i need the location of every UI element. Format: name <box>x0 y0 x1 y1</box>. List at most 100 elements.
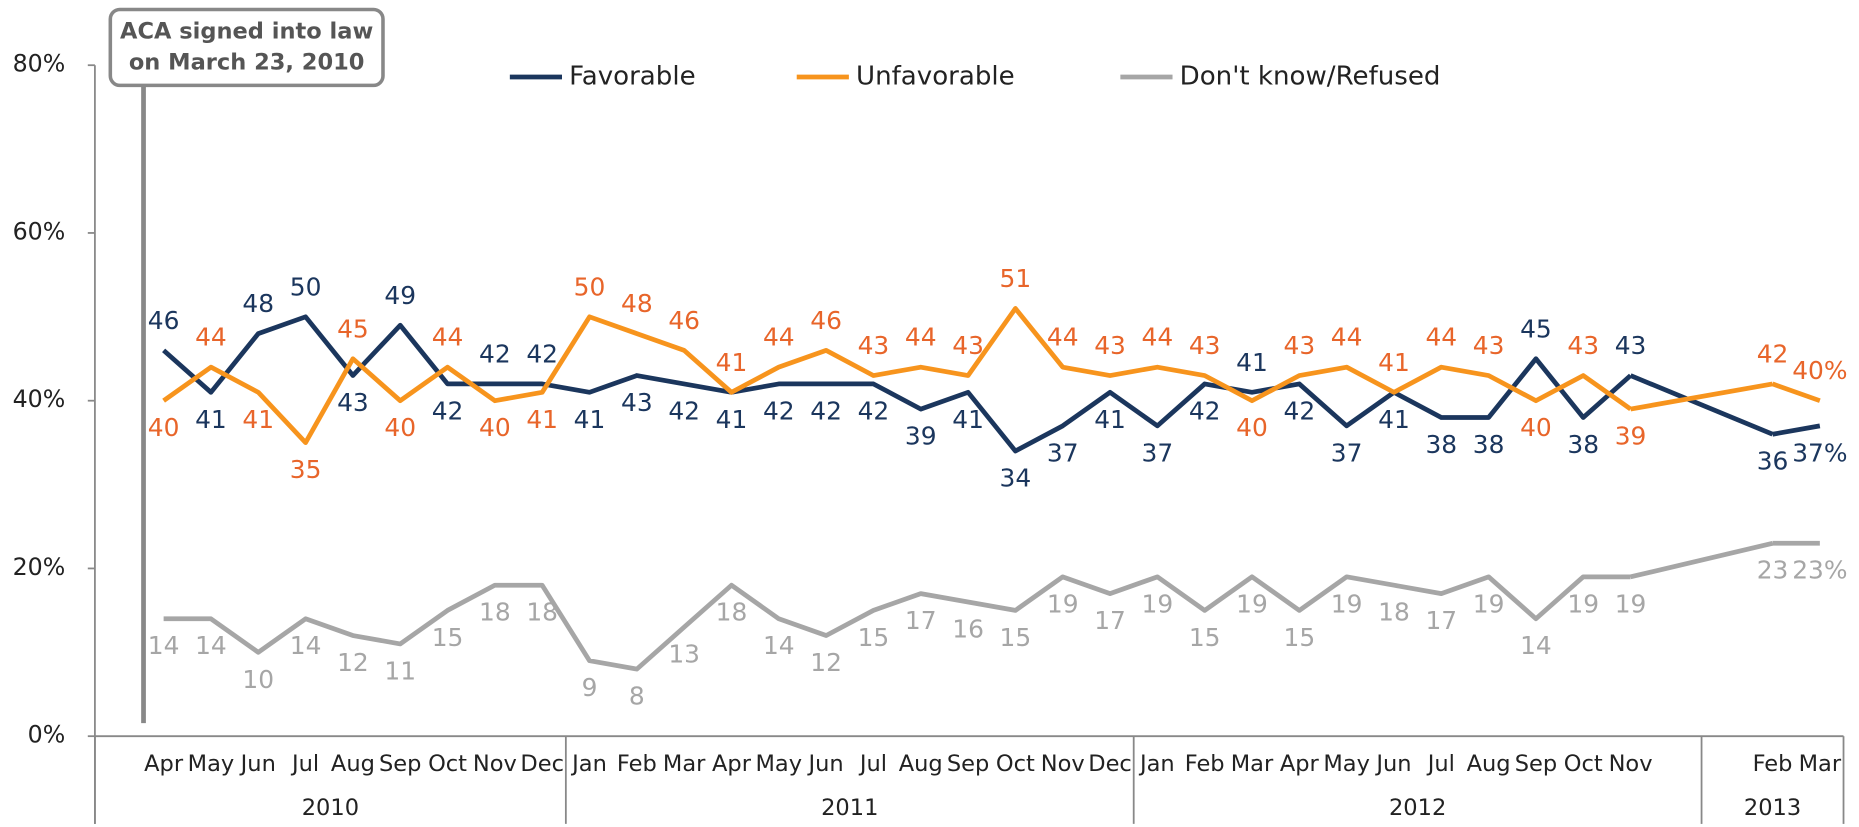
data-label: 17 <box>1425 606 1457 635</box>
y-tick-label: 40% <box>13 385 66 413</box>
group-label: 2012 <box>1389 795 1446 821</box>
data-label: 19 <box>1331 589 1363 618</box>
data-label: 51 <box>1000 264 1032 293</box>
x-tick-label: Oct <box>428 751 467 777</box>
data-label: 12 <box>337 648 369 677</box>
data-label: 44 <box>905 323 937 352</box>
gap-bridge <box>1630 381 1773 412</box>
data-label: 41 <box>195 405 227 434</box>
data-label: 37% <box>1792 438 1847 467</box>
x-tick-label: May <box>756 751 803 777</box>
x-tick-label: Dec <box>1088 751 1132 777</box>
x-tick-label: Jan <box>570 751 607 777</box>
data-label: 41 <box>574 405 606 434</box>
series-line <box>163 574 1631 672</box>
data-label: 44 <box>763 323 795 352</box>
data-label: 34 <box>1000 463 1032 492</box>
x-tick-label: Jun <box>807 751 844 777</box>
data-label: 15 <box>858 623 890 652</box>
data-label: 16 <box>952 614 984 643</box>
data-label: 18 <box>526 598 558 627</box>
annotation-box <box>108 7 385 88</box>
data-label: 43 <box>621 388 653 417</box>
data-label: 14 <box>1520 631 1552 660</box>
data-label: 41 <box>1094 405 1126 434</box>
x-tick-label: Aug <box>1467 751 1511 777</box>
y-tick-label: 0% <box>28 721 66 749</box>
data-label: 44 <box>1047 323 1079 352</box>
data-label: 15 <box>1189 623 1221 652</box>
x-tick-label: May <box>1323 751 1370 777</box>
data-label: 43 <box>1283 331 1315 360</box>
series-line <box>162 306 1632 446</box>
data-label: 42 <box>858 396 890 425</box>
data-label: 38 <box>1425 430 1457 459</box>
data-label: 14 <box>148 631 180 660</box>
series-line <box>1771 381 1821 403</box>
x-tick-label: Aug <box>899 751 943 777</box>
data-label: 49 <box>384 281 416 310</box>
data-label: 40% <box>1792 356 1847 385</box>
data-label: 43 <box>858 331 890 360</box>
data-label: 41 <box>526 405 558 434</box>
data-label: 40 <box>1236 413 1268 442</box>
annotation: ACA signed into law on March 23, 2010 <box>108 7 385 724</box>
data-label: 13 <box>668 640 700 669</box>
legend-label: Don't know/Refused <box>1180 62 1441 92</box>
group-label: 2010 <box>302 795 359 821</box>
data-label: 23 <box>1757 556 1789 585</box>
data-label: 46 <box>810 306 842 335</box>
data-label: 18 <box>479 598 511 627</box>
data-label: 18 <box>1378 598 1410 627</box>
data-label: 46 <box>148 306 180 335</box>
x-tick-label: Feb <box>617 751 657 777</box>
data-label: 41 <box>242 405 274 434</box>
data-label: 37 <box>1047 438 1079 467</box>
data-label: 44 <box>1331 323 1363 352</box>
data-label: 43 <box>952 331 984 360</box>
data-label: 42 <box>526 339 558 368</box>
data-label: 44 <box>1142 323 1174 352</box>
x-tick-label: Jul <box>290 751 319 777</box>
y-tick-label: 80% <box>13 50 66 78</box>
data-label: 41 <box>1378 348 1410 377</box>
data-label: 44 <box>1425 323 1457 352</box>
data-label: 42 <box>668 396 700 425</box>
x-tick-label: Nov <box>473 751 517 777</box>
x-tick-label: Jul <box>1426 751 1455 777</box>
data-label: 12 <box>810 648 842 677</box>
data-label: 19 <box>1567 589 1599 618</box>
series-line <box>1772 423 1821 437</box>
y-tick-label: 20% <box>13 553 66 581</box>
data-label: 43 <box>1473 331 1505 360</box>
data-label: 37 <box>1142 438 1174 467</box>
data-label: 36 <box>1757 447 1789 476</box>
annotation-text: on March 23, 2010 <box>129 49 365 75</box>
data-label: 43 <box>1189 331 1221 360</box>
group-label: 2013 <box>1744 795 1801 821</box>
x-tick-label: Aug <box>331 751 375 777</box>
data-label: 15 <box>432 623 464 652</box>
x-tick-label: Oct <box>1564 751 1603 777</box>
data-label: 18 <box>716 598 748 627</box>
x-tick-label: Jul <box>858 751 887 777</box>
data-label: 39 <box>905 422 937 451</box>
data-label: 42 <box>1189 396 1221 425</box>
data-label: 8 <box>629 682 645 711</box>
y-tick-label: 60% <box>13 217 66 245</box>
x-tick-label: Mar <box>663 751 706 777</box>
x-tick-label: Dec <box>520 751 564 777</box>
x-tick-label: Feb <box>1753 751 1793 777</box>
x-tick-label: Jun <box>1374 751 1411 777</box>
data-label: 17 <box>905 606 937 635</box>
x-tick-label: Sep <box>1515 751 1557 777</box>
x-tick-label: Apr <box>144 751 184 777</box>
data-label: 44 <box>432 323 464 352</box>
data-label: 19 <box>1236 589 1268 618</box>
data-label: 48 <box>242 289 274 318</box>
data-label: 41 <box>716 405 748 434</box>
series-line <box>162 314 1633 454</box>
data-label: 39 <box>1615 422 1647 451</box>
data-label: 40 <box>1520 413 1552 442</box>
